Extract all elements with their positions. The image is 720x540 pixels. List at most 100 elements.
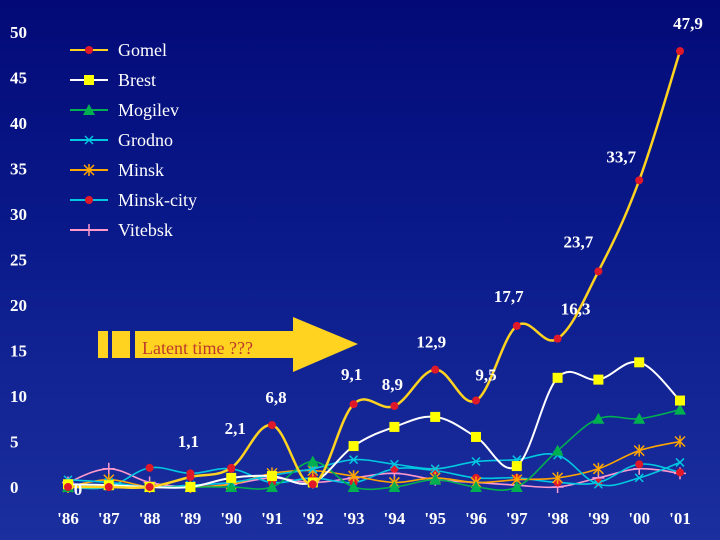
point-marker <box>511 461 522 472</box>
y-tick-label: 5 <box>10 433 19 452</box>
x-tick-label: '01 <box>669 509 691 528</box>
point-marker <box>349 400 358 409</box>
point-marker <box>348 441 359 452</box>
legend-item-mogilev: Mogilev <box>70 100 179 120</box>
y-tick-label: 50 <box>10 23 27 42</box>
y-tick-label: 40 <box>10 114 27 133</box>
y-tick-label: 25 <box>10 251 27 270</box>
point-marker <box>430 411 441 422</box>
point-marker <box>551 444 564 456</box>
point-marker <box>593 374 604 385</box>
point-marker <box>145 483 154 491</box>
y-tick-label: 20 <box>10 296 27 315</box>
data-labels: 1,1 2,1 6,8 9,1 8,9 12,9 9,5 17,7 16,3 23,7 33,7 47… <box>74 14 703 499</box>
axes: 0 5 10 15 20 25 30 35 40 45 50 '86 '87 '88 '89 '90 '91 '9… <box>10 23 691 528</box>
data-label: 6,8 <box>265 388 286 407</box>
point-marker <box>225 481 238 492</box>
point-marker <box>634 473 644 483</box>
series-line <box>67 360 681 489</box>
x-tick-label: '99 <box>588 509 610 528</box>
x-tick-label: '97 <box>506 509 528 528</box>
y-tick-label: 15 <box>10 342 27 361</box>
point-marker <box>676 47 684 56</box>
point-marker <box>592 462 604 475</box>
series-line <box>67 463 681 490</box>
legend-item-minsk-city: Minsk-city <box>70 190 197 210</box>
point-marker <box>388 481 401 492</box>
point-marker <box>83 164 95 176</box>
point-marker <box>348 470 360 483</box>
point-marker <box>674 435 686 448</box>
point-marker <box>592 412 605 424</box>
point-marker <box>266 481 278 492</box>
legend-label: Vitebsk <box>118 220 173 240</box>
point-marker <box>349 455 359 465</box>
annotation-bar-1 <box>98 331 108 358</box>
legend-item-brest: Brest <box>70 70 156 90</box>
latent-time-annotation: Latent time ??? <box>98 317 358 372</box>
legend-label: Minsk-city <box>118 190 197 210</box>
x-tick-label: '88 <box>139 509 161 528</box>
x-tick-label: '90 <box>220 509 242 528</box>
legend-item-vitebsk: Vitebsk <box>70 220 173 240</box>
point-marker <box>676 468 684 477</box>
point-marker <box>512 321 521 330</box>
point-marker <box>389 421 400 432</box>
x-tick-label: '98 <box>547 509 569 528</box>
x-tick-label: '87 <box>98 509 120 528</box>
x-tick-label: '95 <box>424 509 446 528</box>
point-marker <box>268 421 276 430</box>
point-marker <box>593 479 603 489</box>
point-marker <box>64 483 72 491</box>
data-label: 16,3 <box>561 300 591 319</box>
point-marker <box>675 457 685 467</box>
y-tick-label: 35 <box>10 160 27 179</box>
data-label: 23,7 <box>564 232 594 251</box>
data-label: 33,7 <box>606 147 636 166</box>
point-marker <box>471 456 481 467</box>
x-tick-label: '93 <box>343 509 365 528</box>
point-marker <box>227 463 236 472</box>
point-marker <box>185 482 196 492</box>
y-tick-label: 10 <box>10 387 27 406</box>
data-label: 0 <box>74 480 83 499</box>
point-marker <box>510 481 523 492</box>
point-marker <box>347 481 360 492</box>
data-label: 12,9 <box>416 333 446 352</box>
point-marker <box>308 480 317 489</box>
series-layer <box>62 47 686 493</box>
x-tick-label: '94 <box>384 509 406 528</box>
point-marker <box>674 403 686 415</box>
point-marker <box>83 224 95 236</box>
point-marker <box>471 431 481 442</box>
x-tick-label: '00 <box>628 509 650 528</box>
point-marker <box>430 464 440 474</box>
legend-label: Gomel <box>118 40 167 60</box>
legend-label: Grodno <box>118 130 173 150</box>
data-label: 9,5 <box>475 366 496 385</box>
series-brest <box>63 357 685 492</box>
legend-label: Brest <box>118 70 156 90</box>
point-marker <box>635 176 644 185</box>
legend-item-grodno: Grodno <box>70 130 173 150</box>
x-tick-label: '96 <box>465 509 487 528</box>
point-marker <box>306 455 319 467</box>
point-marker <box>633 444 645 457</box>
data-label: 9,1 <box>341 365 362 384</box>
legend-item-minsk: Minsk <box>70 160 164 180</box>
x-tick-label: '86 <box>57 509 79 528</box>
annotation-bar-2 <box>112 331 130 358</box>
data-label: 2,1 <box>225 419 246 438</box>
series-line <box>67 50 682 490</box>
point-marker <box>84 75 94 85</box>
x-tick-label: '89 <box>180 509 202 528</box>
point-marker <box>431 365 440 374</box>
point-marker <box>186 472 195 481</box>
point-marker <box>552 471 564 484</box>
y-tick-label: 0 <box>10 478 19 497</box>
point-marker <box>635 460 644 469</box>
point-marker <box>267 471 277 482</box>
point-marker <box>553 334 562 343</box>
x-tick-label: '91 <box>261 509 283 528</box>
